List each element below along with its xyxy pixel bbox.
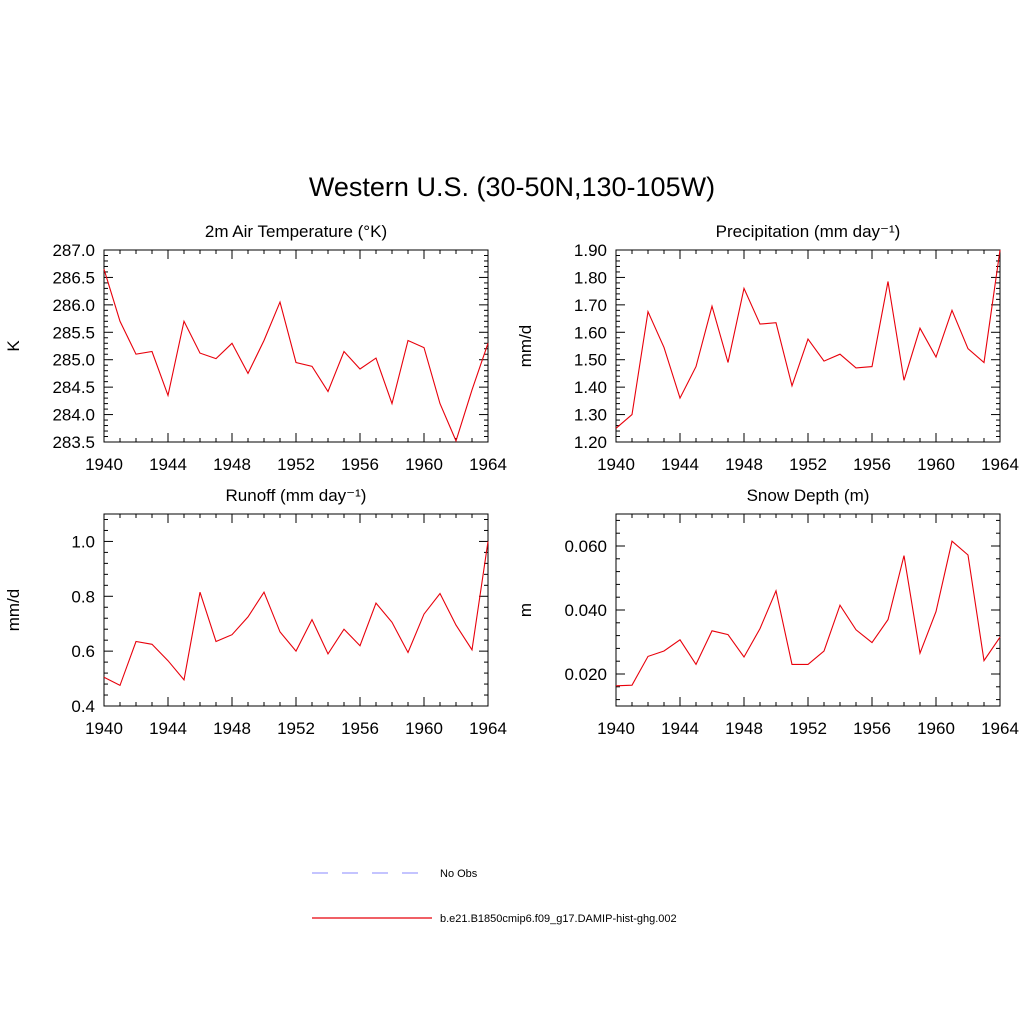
y-tick-label: 0.020 — [564, 665, 607, 684]
panel-title: Snow Depth (m) — [747, 486, 870, 505]
x-tick-label: 1952 — [789, 455, 827, 474]
series-line — [615, 540, 1001, 687]
x-tick-label: 1952 — [789, 719, 827, 738]
x-tick-label: 1944 — [661, 455, 699, 474]
chart-panel-1: Precipitation (mm day⁻¹) mm/d 1940 1944 1948… — [516, 222, 1019, 474]
x-tick-label: 1960 — [917, 719, 955, 738]
x-tick-label: 1944 — [661, 719, 699, 738]
y-tick-label: 285.0 — [52, 351, 95, 370]
series-line — [103, 541, 489, 687]
plot-frame — [615, 513, 1001, 707]
y-tick-label: 1.80 — [574, 268, 607, 287]
plot-frame — [615, 249, 1001, 443]
y-tick-label: 1.70 — [574, 296, 607, 315]
y-tick-label: 0.6 — [71, 642, 95, 661]
y-axis-label: K — [4, 340, 23, 352]
y-axis-label: mm/d — [516, 325, 535, 368]
y-tick-label: 285.5 — [52, 323, 95, 342]
x-tick-label: 1940 — [597, 455, 635, 474]
y-tick-label: 1.60 — [574, 323, 607, 342]
x-tick-label: 1940 — [85, 719, 123, 738]
y-axis-label: m — [516, 603, 535, 617]
panel-title: Precipitation (mm day⁻¹) — [716, 222, 901, 241]
y-tick-label: 1.30 — [574, 406, 607, 425]
chart-panel-2: Runoff (mm day⁻¹) mm/d 1940 1944 1948 1952 195… — [4, 486, 507, 738]
x-tick-label: 1952 — [277, 719, 315, 738]
plot-frame — [103, 513, 489, 707]
y-tick-label: 0.8 — [71, 587, 95, 606]
y-tick-label: 283.5 — [52, 433, 95, 452]
legend: No Obs b.e21.B1850cmip6.f09_g17.DAMIP-his… — [312, 868, 677, 925]
legend-item: b.e21.B1850cmip6.f09_g17.DAMIP-hist-ghg.… — [312, 913, 677, 925]
chart-panel-0: 2m Air Temperature (°K) K 1940 1944 1948 1952… — [4, 222, 507, 474]
series-line — [615, 249, 1001, 429]
panel-title: Runoff (mm day⁻¹) — [226, 486, 367, 505]
panel-title: 2m Air Temperature (°K) — [205, 222, 387, 241]
x-tick-label: 1944 — [149, 719, 187, 738]
y-tick-label: 0.060 — [564, 537, 607, 556]
x-tick-label: 1948 — [213, 719, 251, 738]
y-tick-label: 1.40 — [574, 378, 607, 397]
y-tick-label: 1.0 — [71, 532, 95, 551]
x-tick-label: 1960 — [405, 719, 443, 738]
panels-group: 2m Air Temperature (°K) K 1940 1944 1948 1952… — [4, 222, 1019, 738]
legend-item: No Obs — [312, 868, 478, 880]
x-tick-label: 1940 — [597, 719, 635, 738]
x-tick-label: 1948 — [725, 719, 763, 738]
y-tick-label: 0.4 — [71, 697, 95, 716]
series-line — [103, 269, 489, 443]
x-tick-label: 1956 — [853, 455, 891, 474]
x-tick-label: 1960 — [917, 455, 955, 474]
legend-label: No Obs — [440, 868, 478, 880]
y-tick-label: 284.5 — [52, 378, 95, 397]
plot-frame — [103, 249, 489, 443]
y-tick-label: 0.040 — [564, 601, 607, 620]
y-tick-label: 1.20 — [574, 433, 607, 452]
y-tick-label: 1.50 — [574, 351, 607, 370]
y-tick-label: 286.0 — [52, 296, 95, 315]
x-tick-label: 1964 — [469, 455, 507, 474]
chart-panel-3: Snow Depth (m) m 1940 1944 1948 1952 1956 1960 1… — [516, 486, 1019, 738]
x-tick-label: 1948 — [213, 455, 251, 474]
x-tick-label: 1952 — [277, 455, 315, 474]
x-tick-label: 1964 — [981, 455, 1019, 474]
y-tick-label: 287.0 — [52, 241, 95, 260]
y-tick-label: 284.0 — [52, 406, 95, 425]
x-tick-label: 1964 — [981, 719, 1019, 738]
x-tick-label: 1948 — [725, 455, 763, 474]
x-tick-label: 1944 — [149, 455, 187, 474]
y-tick-label: 1.90 — [574, 241, 607, 260]
x-tick-label: 1960 — [405, 455, 443, 474]
x-tick-label: 1964 — [469, 719, 507, 738]
x-tick-label: 1956 — [341, 719, 379, 738]
y-axis-label: mm/d — [4, 589, 23, 632]
x-tick-label: 1956 — [853, 719, 891, 738]
x-tick-label: 1956 — [341, 455, 379, 474]
y-tick-label: 286.5 — [52, 268, 95, 287]
x-tick-label: 1940 — [85, 455, 123, 474]
legend-label: b.e21.B1850cmip6.f09_g17.DAMIP-hist-ghg.… — [440, 913, 677, 925]
figure-title: Western U.S. (30-50N,130-105W) — [309, 172, 715, 202]
